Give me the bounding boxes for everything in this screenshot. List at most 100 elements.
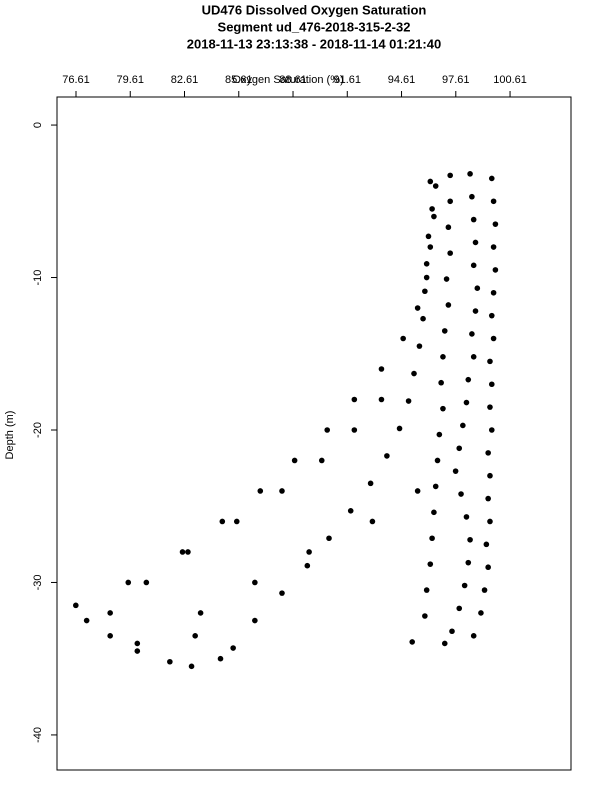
data-point (420, 315, 426, 322)
y-axis-label: Depth (m) (4, 411, 16, 460)
data-point (485, 564, 491, 571)
x-tick-label: 88.61 (279, 74, 307, 86)
chart-subtitle: Segment ud_476-2018-315-2-32 (218, 19, 411, 34)
data-point (490, 244, 497, 250)
data-point (179, 549, 186, 555)
data-point (447, 172, 453, 179)
data-point (347, 508, 354, 514)
data-point (291, 457, 298, 464)
x-tick-label: 76.61 (62, 74, 90, 86)
data-point (445, 302, 452, 308)
data-point (492, 221, 499, 227)
data-point (478, 610, 484, 616)
data-point (304, 562, 311, 569)
data-point (219, 518, 226, 525)
data-point (438, 379, 444, 386)
data-point (306, 549, 312, 555)
data-point (465, 376, 472, 383)
data-point (470, 216, 477, 223)
y-tick-label: -30 (32, 575, 44, 591)
data-point (192, 633, 198, 639)
data-point (427, 244, 434, 250)
x-tick-label: 100.61 (493, 74, 527, 86)
data-point (441, 640, 448, 647)
data-point (460, 422, 466, 429)
data-point (411, 370, 417, 377)
data-point (367, 480, 374, 487)
data-point (134, 648, 141, 654)
data-point (441, 328, 448, 334)
data-point (369, 518, 376, 525)
data-point (217, 655, 224, 662)
y-tick-label: -10 (32, 270, 44, 286)
data-point (490, 289, 497, 296)
data-point (483, 541, 490, 548)
data-point (185, 549, 191, 555)
data-point (279, 488, 285, 494)
data-point (463, 399, 470, 406)
data-point (233, 518, 240, 525)
data-point (318, 457, 325, 464)
data-point (456, 605, 463, 612)
data-point (474, 285, 481, 291)
data-point (472, 239, 479, 246)
x-tick-label: 82.61 (171, 74, 199, 86)
data-point (487, 518, 493, 525)
data-point (107, 610, 113, 616)
data-point (436, 431, 443, 438)
data-point (470, 633, 477, 639)
chart-title: UD476 Dissolved Oxygen Saturation (202, 2, 427, 17)
data-point (467, 536, 473, 543)
data-point (465, 559, 472, 566)
data-point (83, 617, 90, 624)
data-point (423, 261, 430, 267)
data-point (467, 171, 473, 177)
data-point (456, 445, 463, 452)
data-point (485, 450, 491, 456)
data-point (230, 645, 236, 651)
data-point (252, 579, 258, 586)
data-point (434, 457, 441, 464)
data-point (447, 250, 453, 256)
data-point (351, 396, 358, 403)
data-point (488, 427, 495, 433)
data-point (461, 582, 468, 589)
data-point (188, 663, 195, 670)
data-point (445, 224, 452, 231)
y-tick-label: -20 (32, 422, 44, 438)
data-point (384, 453, 390, 459)
data-point (143, 579, 150, 586)
plot-frame (56, 96, 572, 771)
data-point (447, 198, 453, 205)
data-point (279, 590, 285, 596)
x-tick-label: 79.61 (116, 74, 144, 86)
data-point (423, 274, 430, 281)
data-point (405, 398, 412, 404)
data-point (429, 535, 435, 542)
data-point (432, 183, 439, 189)
data-point (167, 658, 173, 665)
data-point (481, 587, 488, 593)
data-point (472, 308, 479, 314)
data-point (422, 288, 428, 295)
data-point (469, 193, 475, 200)
data-point (197, 610, 204, 616)
data-point (257, 488, 264, 494)
data-point (396, 425, 403, 432)
data-point (416, 343, 423, 349)
data-point (107, 633, 113, 639)
data-point (488, 381, 495, 388)
x-tick-label: 97.61 (442, 74, 470, 86)
data-point (490, 335, 497, 342)
data-point (125, 579, 132, 586)
data-point (326, 535, 332, 542)
data-point (452, 468, 459, 474)
data-point (73, 602, 79, 609)
data-point (485, 495, 491, 502)
data-point (351, 427, 358, 433)
time-range: 2018-11-13 23:13:38 - 2018-11-14 01:21:4… (187, 36, 441, 51)
data-point (443, 276, 450, 282)
y-tick-label: -40 (32, 727, 44, 743)
